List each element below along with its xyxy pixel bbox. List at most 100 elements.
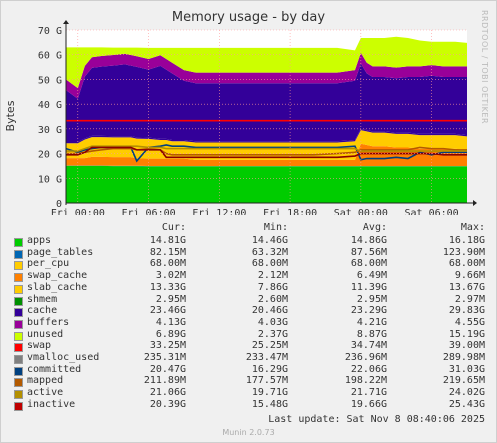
- x-tick-label: Fri 18:00: [263, 208, 317, 215]
- legend-swatch: [14, 261, 23, 271]
- y-tick-label: 40 G: [38, 100, 62, 111]
- legend-row-buffers: buffers 4.13G 4.03G 4.21G 4.55G: [0, 317, 497, 329]
- legend-max: 219.65M: [442, 375, 485, 387]
- legend-avg: 4.21G: [356, 316, 387, 328]
- munin-version: Munin 2.0.73: [222, 428, 275, 437]
- legend-name: vmalloc_used: [27, 352, 100, 363]
- legend-max: 4.55G: [454, 316, 485, 328]
- legend-min: 233.47M: [245, 352, 288, 363]
- legend-swatch: [14, 249, 23, 259]
- legend-avg: 198.22M: [344, 375, 387, 387]
- legend-swatch: [14, 366, 23, 376]
- x-tick-labels: Fri 00:00 Fri 06:00 Fri 12:00 Fri 18:00 Sat …: [51, 208, 459, 215]
- legend-avg: 6.49M: [356, 270, 387, 282]
- legend-min: 25.25M: [251, 340, 288, 352]
- legend-cur: 33.25M: [149, 340, 186, 352]
- area-unused: [66, 36, 467, 89]
- legend-min: 2.37G: [257, 328, 288, 340]
- legend-min: 19.71G: [251, 387, 288, 399]
- legend-name: committed: [27, 363, 82, 375]
- legend-max: 289.98M: [442, 352, 485, 363]
- legend-max: 9.66M: [454, 270, 485, 282]
- legend-name: swap: [27, 340, 52, 352]
- legend-cur: 20.47G: [149, 363, 186, 375]
- legend-name: cache: [27, 305, 58, 317]
- legend-max: 15.19G: [448, 328, 485, 340]
- legend-avg: 21.71G: [350, 387, 387, 399]
- y-tick-label: 30 G: [38, 125, 62, 136]
- legend-cur: 2.95M: [155, 293, 186, 305]
- legend-row-swap: swap 33.25M 25.25M 34.74M 39.00M: [0, 340, 497, 353]
- legend-min: 14.46G: [251, 235, 288, 246]
- y-tick-label: 70 G: [38, 26, 62, 37]
- legend-header: Cur: Min: Avg: Max:: [0, 222, 497, 234]
- legend-avg: 23.29G: [350, 305, 387, 317]
- area-cache: [66, 63, 467, 143]
- legend-min: 2.12M: [257, 270, 288, 282]
- x-tick-label: Sat 00:00: [334, 208, 388, 215]
- legend-max: 13.67G: [448, 281, 485, 293]
- y-tick-labels: 0 10 G 20 G 30 G 40 G 50 G 60 G 70 G: [38, 26, 62, 210]
- legend-avg: 236.96M: [344, 352, 387, 363]
- area-page_tables: [66, 165, 467, 167]
- legend-cur: 13.33G: [149, 281, 186, 293]
- legend-row-inactive: inactive 20.39G 15.48G 19.66G 25.43G: [0, 399, 497, 411]
- legend-avg: 22.06G: [350, 363, 387, 375]
- legend-avg: 11.39G: [350, 281, 387, 293]
- legend-name: swap_cache: [27, 270, 88, 282]
- legend-avg: 8.87G: [356, 328, 387, 340]
- legend-name: buffers: [27, 316, 70, 328]
- legend-row-mapped: mapped 211.89M 177.57M 198.22M 219.65M: [0, 375, 497, 388]
- legend-avg: 34.74M: [350, 340, 387, 352]
- legend-min: 20.46G: [251, 305, 288, 317]
- legend-cur: 235.31M: [143, 352, 186, 363]
- legend-cur: 82.15M: [149, 246, 186, 258]
- legend-max: 25.43G: [448, 398, 485, 410]
- line-inactive: [66, 146, 467, 159]
- rrdtool-side-label: RRDTOOL / TOBI OETIKER: [480, 10, 489, 125]
- legend-row-page_tables: page_tables 82.15M 63.32M 87.56M 123.90M: [0, 247, 497, 259]
- legend-name: slab_cache: [27, 281, 88, 293]
- legend-max: 123.90M: [442, 246, 485, 258]
- x-axis-arrow: [473, 200, 477, 206]
- y-tick-label: 20 G: [38, 150, 62, 161]
- legend-cur: 68.00M: [149, 258, 186, 270]
- legend-row-slab_cache: slab_cache 13.33G 7.86G 11.39G 13.67G: [0, 282, 497, 294]
- legend-name: page_tables: [27, 246, 94, 258]
- legend-row-swap_cache: swap_cache 3.02M 2.12M 6.49M 9.66M: [0, 270, 497, 283]
- header-min: Min:: [263, 222, 288, 233]
- x-tick-label: Sat 06:00: [405, 208, 459, 215]
- grid-lines: [66, 29, 467, 203]
- legend-min: 63.32M: [251, 246, 288, 258]
- legend-min: 2.60M: [257, 293, 288, 305]
- legend-swatch: [14, 296, 23, 306]
- legend-max: 24.02G: [448, 387, 485, 399]
- legend-swatch: [14, 378, 23, 388]
- line-active: [66, 145, 467, 152]
- legend-row-unused: unused 6.89G 2.37G 8.87G 15.19G: [0, 329, 497, 341]
- legend-max: 31.03G: [448, 363, 485, 375]
- x-tick-label: Fri 00:00: [51, 208, 105, 215]
- legend-cur: 23.46G: [149, 305, 186, 317]
- legend-min: 16.29G: [251, 363, 288, 375]
- legend-swatch: [14, 401, 23, 411]
- legend-min: 68.00M: [251, 258, 288, 270]
- area-buffers: [66, 52, 467, 99]
- legend-cur: 4.13G: [155, 316, 186, 328]
- legend-avg: 2.95M: [356, 293, 387, 305]
- legend-swatch: [14, 343, 23, 353]
- legend-name: unused: [27, 328, 64, 340]
- y-axis-label: Bytes: [4, 100, 17, 131]
- x-tick-label: Fri 12:00: [192, 208, 246, 215]
- legend-min: 177.57M: [245, 375, 288, 387]
- legend-avg: 19.66G: [350, 398, 387, 410]
- y-tick-label: 60 G: [38, 51, 62, 62]
- y-tick-label: 10 G: [38, 174, 62, 185]
- legend-swatch: [14, 319, 23, 329]
- memory-chart: 010 G20 G30 G40 G50 G60 G70 G Fri 00:00 F…: [4, 20, 477, 215]
- y-tick-label: 50 G: [38, 75, 62, 86]
- legend-cur: 20.39G: [149, 398, 186, 410]
- legend-row-per_cpu: per_cpu 68.00M 68.00M 68.00M 68.00M: [0, 258, 497, 271]
- line-series: [65, 119, 467, 163]
- legend-row-vmalloc_used: vmalloc_used 235.31M 233.47M 236.96M 289.98M: [0, 352, 497, 364]
